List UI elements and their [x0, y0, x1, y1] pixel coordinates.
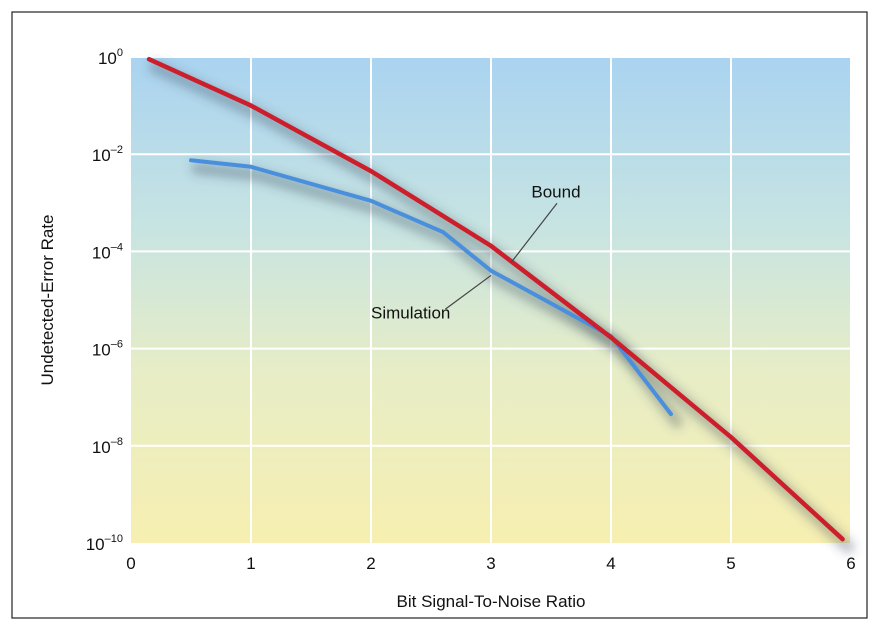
y-tick-label: 10–6	[92, 339, 123, 360]
x-tick-label: 5	[726, 554, 735, 573]
series-line-bound	[146, 56, 845, 542]
y-axis-title: Undetected-Error Rate	[38, 214, 57, 385]
tick-labels: 0 1 2 3 4 5 6 100 10–2 10–4 10–6 10–8 10–10	[86, 47, 856, 573]
x-tick-label: 6	[846, 554, 855, 573]
y-tick-label: 100	[98, 47, 123, 68]
annotations: Bound Simulation	[371, 182, 581, 322]
y-tick-label: 10–10	[86, 533, 123, 554]
bound-leader-line	[510, 202, 558, 263]
figure-border	[11, 11, 868, 619]
x-axis-title: Bit Signal-To-Noise Ratio	[397, 592, 586, 611]
series-lines	[146, 56, 845, 542]
x-tick-label: 1	[246, 554, 255, 573]
y-tick-label: 10–2	[92, 144, 123, 165]
simulation-leader-line	[445, 274, 492, 310]
y-tick-label: 10–4	[92, 241, 123, 262]
x-tick-label: 4	[606, 554, 615, 573]
simulation-label: Simulation	[371, 303, 450, 322]
x-tick-label: 2	[366, 554, 375, 573]
bound-label: Bound	[531, 182, 580, 201]
x-tick-label: 0	[126, 554, 135, 573]
x-tick-label: 3	[486, 554, 495, 573]
series-shadow-simulation	[191, 162, 683, 429]
y-tick-label: 10–8	[92, 436, 123, 457]
